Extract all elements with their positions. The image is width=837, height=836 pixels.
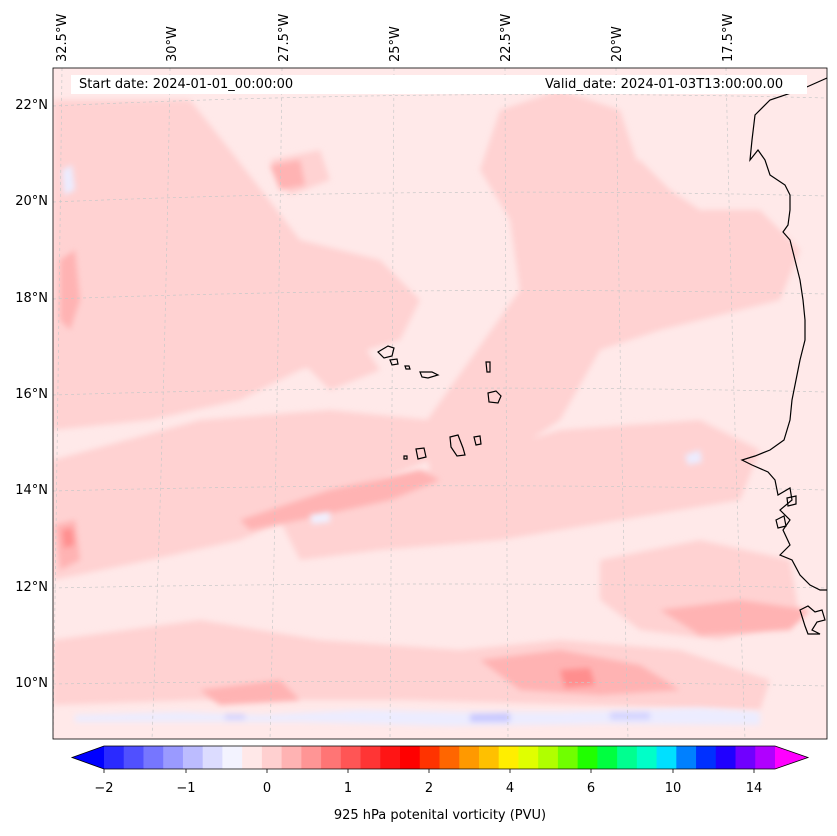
pv-contour-negative [62, 165, 760, 726]
pv-contour-strong [62, 528, 595, 688]
island-sao-vicente [389, 358, 399, 366]
lat-label-18n: 18°N [15, 291, 48, 306]
colorbar-segment [735, 746, 756, 769]
lon-label-25w: 25°W [388, 26, 403, 62]
lat-label-22n: 22°N [15, 98, 48, 113]
colorbar-segment [617, 746, 638, 769]
lat-label-20n: 20°N [15, 194, 48, 209]
colorbar-segment [321, 746, 342, 769]
colorbar-segment [478, 746, 500, 769]
lat-label-16n: 16°N [15, 387, 48, 402]
colorbar-segment [261, 746, 283, 769]
colorbar-segment [557, 746, 579, 769]
colorbar-tick-label: 4 [505, 781, 515, 796]
colorbar-extend-max [775, 746, 808, 769]
colorbar-segment [360, 746, 381, 769]
colorbar-segment [301, 746, 322, 769]
colorbar-segment [636, 746, 658, 769]
colorbar-segment [656, 746, 677, 769]
island-sao-nicolau [419, 371, 440, 379]
lon-label-22-5w: 22.5°W [499, 13, 514, 62]
island-fogo [415, 447, 427, 460]
colorbar-segment [163, 746, 184, 769]
island-santa-luzia [404, 365, 411, 370]
island-maio [473, 435, 482, 446]
lat-label-10n: 10°N [15, 676, 48, 691]
colorbar-segment [419, 746, 440, 769]
island-santiago [449, 434, 466, 457]
colorbar-tick-label: 2 [424, 781, 434, 796]
colorbar [70, 745, 810, 773]
africa-coast [740, 77, 827, 591]
colorbar-segment [696, 746, 717, 769]
colorbar-segment [459, 746, 480, 769]
colorbar-segment [281, 746, 302, 769]
colorbar-segment [715, 746, 737, 769]
island-sal [485, 361, 491, 373]
colorbar-segment [755, 746, 776, 769]
colorbar-title: 925 hPa potenital vorticity (PVU) [333, 808, 547, 823]
pv-field-map [53, 68, 827, 739]
lon-label-20w: 20°W [610, 26, 625, 62]
island-brava [403, 455, 408, 460]
colorbar-segment [400, 746, 421, 769]
colorbar-segment [182, 746, 204, 769]
colorbar-segment [143, 746, 164, 769]
lon-label-30w: 30°W [165, 26, 180, 62]
island-santo-antao [377, 345, 395, 359]
graticule [53, 68, 827, 739]
valid-date-label: Valid_date: 2024-01-03T13:00:00.00 [545, 77, 784, 92]
colorbar-tick-label: −2 [94, 781, 114, 796]
colorbar-extend-min [72, 746, 104, 769]
colorbar-segment [498, 746, 519, 769]
colorbar-segment [439, 746, 460, 769]
colorbar-segment [538, 746, 559, 769]
map-frame [52, 67, 828, 740]
coastline [740, 77, 827, 635]
colorbar-segment [242, 746, 263, 769]
start-date-label: Start date: 2024-01-01_00:00:00 [79, 77, 294, 92]
info-box [71, 75, 807, 94]
colorbar-tick-label: 0 [262, 781, 272, 796]
colorbar-segment [104, 746, 125, 769]
cape-verde-islands [377, 345, 502, 460]
colorbar-tick-label: 1 [343, 781, 353, 796]
lat-label-12n: 12°N [15, 580, 48, 595]
colorbar-segment [222, 746, 243, 769]
colorbar-segment [380, 746, 401, 769]
guinea-coast [799, 605, 826, 635]
lon-label-27-5w: 27.5°W [277, 13, 292, 62]
colorbar-segment [518, 746, 539, 769]
lon-label-32-5w: 32.5°W [55, 13, 70, 62]
colorbar-segment [577, 746, 598, 769]
lon-label-17-5w: 17.5°W [721, 13, 736, 62]
lat-label-14n: 14°N [15, 483, 48, 498]
colorbar-tick-label: 14 [745, 781, 763, 796]
colorbar-tick-label: 10 [664, 781, 682, 796]
colorbar-segment [676, 746, 697, 769]
colorbar-tick-label: −1 [176, 781, 196, 796]
colorbar-segment [340, 746, 362, 769]
island-boa-vista [487, 390, 502, 404]
colorbar-segment [202, 746, 223, 769]
colorbar-tick-label: 6 [586, 781, 596, 796]
colorbar-segment [123, 746, 144, 769]
colorbar-segment [597, 746, 618, 769]
